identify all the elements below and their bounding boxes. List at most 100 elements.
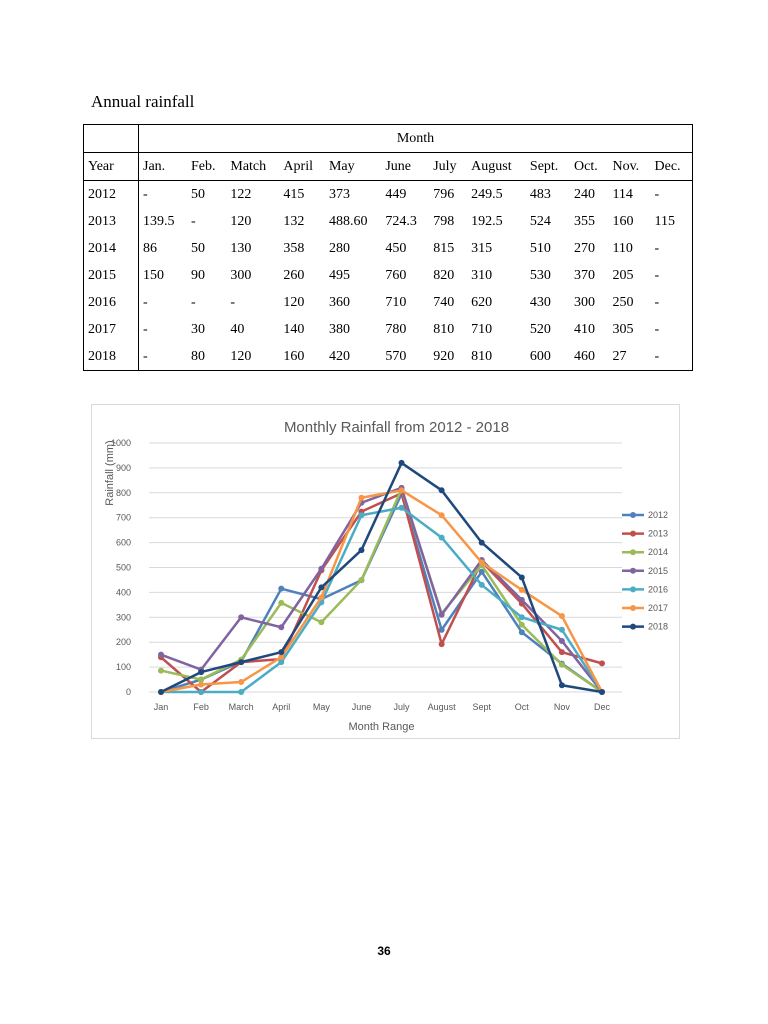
- rainfall-cell: 249.5: [471, 186, 503, 202]
- rainfall-cell: 305: [612, 321, 634, 337]
- rainfall-cell: 115: [650, 208, 693, 235]
- y-tick-label: 800: [116, 488, 131, 498]
- y-tick-label: 1000: [111, 438, 131, 448]
- x-tick-label: Feb: [193, 702, 209, 712]
- rainfall-cell: 450: [385, 240, 407, 256]
- data-point-2018: [478, 539, 485, 546]
- data-point-2018: [238, 659, 245, 666]
- y-tick-label: 0: [126, 687, 131, 697]
- rainfall-cell: 920: [429, 343, 468, 371]
- rainfall-cell: 810: [433, 321, 455, 337]
- data-point-2017: [518, 586, 525, 593]
- rainfall-cell: 90: [190, 267, 205, 283]
- rainfall-cell: 810: [467, 343, 526, 371]
- data-point-2018: [358, 547, 365, 554]
- year-cell: 2015: [83, 262, 139, 289]
- data-point-2014: [518, 621, 525, 628]
- rainfall-cell: 410: [574, 321, 596, 337]
- table-group-header-row: Month: [83, 124, 693, 153]
- rainfall-cell: 358: [283, 240, 305, 256]
- data-point-2017: [438, 512, 445, 519]
- data-point-2012: [478, 568, 485, 575]
- rainfall-cell: 240: [574, 186, 596, 202]
- y-tick-label: 100: [116, 662, 131, 672]
- data-point-2018: [158, 689, 164, 695]
- data-point-2014: [358, 576, 365, 583]
- y-tick-label: 900: [116, 463, 131, 473]
- column-header-month: Feb.: [186, 152, 227, 181]
- column-header-month: May: [324, 152, 382, 181]
- rainfall-table: Month Year Jan. Feb. Match April May June July A…: [83, 124, 693, 371]
- legend-label: 2018: [648, 622, 668, 632]
- y-axis-title: Rainfall (mm): [104, 440, 116, 505]
- data-point-2015: [238, 614, 245, 621]
- rainfall-cell: 80: [186, 343, 227, 371]
- rainfall-cell: 140: [283, 321, 305, 337]
- rainfall-cell: 130: [230, 240, 252, 256]
- rainfall-chart: Monthly Rainfall from 2012 - 2018 0 100 200…: [91, 404, 680, 739]
- rainfall-cell: 524: [529, 213, 551, 229]
- rainfall-cell: 120: [226, 343, 280, 371]
- rainfall-cell: -: [190, 294, 196, 310]
- rainfall-cell: 132: [283, 213, 305, 229]
- month-group-header: Month: [138, 124, 693, 153]
- data-point-2014: [558, 661, 565, 668]
- year-cell: 2016: [83, 289, 139, 316]
- data-point-2015: [558, 637, 565, 644]
- rainfall-cell: 160: [612, 213, 634, 229]
- rainfall-cell: 710: [385, 294, 407, 310]
- column-header-month: June: [381, 152, 430, 181]
- series-line-2014: [160, 487, 603, 694]
- column-header-month: July: [429, 152, 468, 181]
- column-header-month: Nov.: [608, 152, 651, 181]
- data-point-2016: [478, 581, 485, 588]
- year-cell: 2013: [83, 208, 139, 235]
- table-row: 2012-50 122 415 373 449 796 249.5 483 240 114-: [83, 180, 693, 208]
- rainfall-cell: -: [650, 343, 693, 371]
- data-point-2016: [238, 689, 245, 695]
- x-tick-label: June: [352, 702, 372, 712]
- rainfall-cell: 355: [574, 213, 596, 229]
- data-point-2017: [478, 559, 485, 566]
- rainfall-cell: 250: [612, 294, 634, 310]
- data-point-2016: [518, 614, 525, 621]
- data-point-2012: [518, 629, 525, 636]
- data-point-2016: [398, 504, 405, 511]
- x-tick-label: Nov: [554, 702, 571, 712]
- x-tick-label: April: [272, 702, 290, 712]
- data-point-2015: [278, 624, 285, 631]
- table-column-header-row: Year Jan. Feb. Match April May June July August S…: [83, 152, 693, 181]
- rainfall-cell: -: [143, 294, 148, 310]
- y-tick-label: 400: [116, 587, 131, 597]
- data-point-2018: [438, 487, 445, 494]
- column-header-month: Jan.: [138, 152, 187, 181]
- rainfall-cell: 510: [529, 240, 551, 256]
- rainfall-cell: -: [143, 321, 148, 337]
- rainfall-cell: -: [650, 289, 693, 316]
- series-line-2018: [160, 461, 603, 694]
- rainfall-cell: 192.5: [471, 213, 503, 229]
- y-tick-label: 200: [116, 637, 131, 647]
- rainfall-cell: 600: [525, 343, 571, 371]
- rainfall-cell: 114: [612, 186, 633, 202]
- rainfall-cell: 260: [283, 267, 305, 283]
- rainfall-cell: 449: [385, 186, 407, 202]
- series-line-2015: [160, 486, 603, 693]
- table-row: 2016- - -120 360 710 740 620 430 300 250-: [83, 289, 693, 316]
- data-point-2017: [358, 494, 365, 501]
- data-point-2017: [398, 487, 405, 494]
- rainfall-cell: 315: [471, 240, 493, 256]
- y-tick-label: 300: [116, 612, 131, 622]
- column-header-month: Match: [226, 152, 280, 181]
- x-tick-label: Dec: [594, 702, 611, 712]
- chart-title: Monthly Rainfall from 2012 - 2018: [284, 419, 509, 436]
- chart-canvas: Monthly Rainfall from 2012 - 2018 0 100 200…: [104, 419, 668, 733]
- data-point-2015: [318, 565, 325, 572]
- table-row: 2013 139.5- 120 132 488.60 724.3 798 192.5 524 35…: [83, 208, 693, 235]
- legend-marker-2012: [630, 512, 636, 518]
- legend-marker-2018: [630, 623, 636, 630]
- rainfall-cell: 86: [143, 240, 157, 256]
- data-point-2017: [558, 613, 565, 620]
- x-tick-label: Oct: [515, 702, 530, 712]
- rainfall-cell: 300: [574, 294, 596, 310]
